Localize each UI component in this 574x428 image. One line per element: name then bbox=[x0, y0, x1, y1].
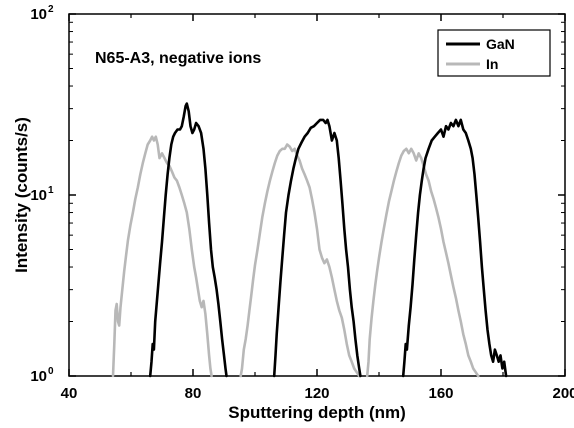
y-tick-label: 10 bbox=[30, 368, 47, 385]
chart-annotation: N65-A3, negative ions bbox=[95, 50, 261, 67]
x-tick-label: 160 bbox=[428, 385, 453, 402]
legend-label-gan: GaN bbox=[486, 36, 515, 52]
x-tick-label: 120 bbox=[304, 385, 329, 402]
series-line-gan bbox=[148, 102, 508, 378]
x-axis-title: Sputtering depth (nm) bbox=[228, 403, 406, 422]
y-axis-title: Intensity (counts/s) bbox=[12, 117, 31, 273]
y-tick-label: 10 bbox=[30, 6, 47, 23]
y-tick-exponent: 1 bbox=[48, 185, 54, 196]
x-tick-label: 200 bbox=[552, 385, 574, 402]
y-tick-exponent: 2 bbox=[48, 4, 54, 15]
y-tick-label: 10 bbox=[30, 187, 47, 204]
legend: GaN In bbox=[437, 29, 551, 77]
series-layer bbox=[111, 102, 508, 378]
legend-box bbox=[437, 29, 551, 77]
x-tick-label: 80 bbox=[185, 385, 202, 402]
legend-label-in: In bbox=[486, 56, 498, 72]
y-tick-exponent: 0 bbox=[48, 366, 54, 377]
x-tick-label: 40 bbox=[61, 385, 78, 402]
